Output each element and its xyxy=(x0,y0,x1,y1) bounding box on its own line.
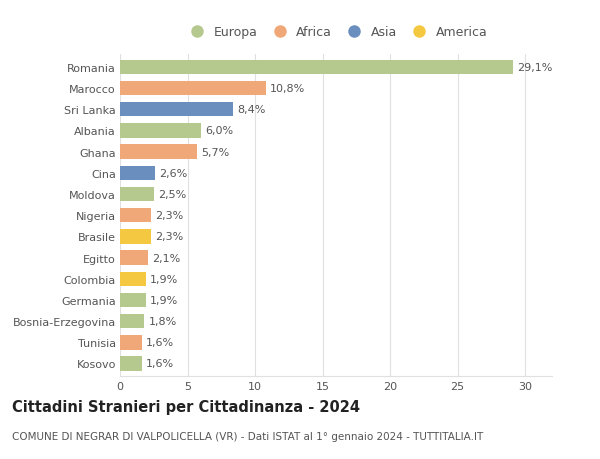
Text: 10,8%: 10,8% xyxy=(270,84,305,94)
Bar xyxy=(120,145,197,159)
Bar xyxy=(120,357,142,371)
Text: 6,0%: 6,0% xyxy=(205,126,233,136)
Bar xyxy=(120,124,201,138)
Text: 2,3%: 2,3% xyxy=(155,232,184,242)
Bar xyxy=(120,272,146,286)
Bar xyxy=(120,230,151,244)
Bar xyxy=(120,208,151,223)
Text: Cittadini Stranieri per Cittadinanza - 2024: Cittadini Stranieri per Cittadinanza - 2… xyxy=(12,399,360,414)
Text: 29,1%: 29,1% xyxy=(517,63,552,73)
Text: 8,4%: 8,4% xyxy=(238,105,266,115)
Bar xyxy=(120,61,513,75)
Text: 1,8%: 1,8% xyxy=(148,316,176,326)
Bar xyxy=(120,103,233,117)
Text: 5,7%: 5,7% xyxy=(201,147,229,157)
Text: 2,5%: 2,5% xyxy=(158,190,186,200)
Bar xyxy=(120,82,266,96)
Bar xyxy=(120,251,148,265)
Bar xyxy=(120,187,154,202)
Text: 1,9%: 1,9% xyxy=(150,274,178,284)
Text: 1,6%: 1,6% xyxy=(146,358,174,369)
Bar xyxy=(120,166,155,181)
Text: COMUNE DI NEGRAR DI VALPOLICELLA (VR) - Dati ISTAT al 1° gennaio 2024 - TUTTITAL: COMUNE DI NEGRAR DI VALPOLICELLA (VR) - … xyxy=(12,431,483,442)
Bar xyxy=(120,314,145,329)
Bar xyxy=(120,293,146,308)
Bar xyxy=(120,336,142,350)
Text: 2,1%: 2,1% xyxy=(152,253,181,263)
Text: 2,3%: 2,3% xyxy=(155,211,184,221)
Text: 1,6%: 1,6% xyxy=(146,337,174,347)
Text: 2,6%: 2,6% xyxy=(159,168,187,179)
Text: 1,9%: 1,9% xyxy=(150,295,178,305)
Legend: Europa, Africa, Asia, America: Europa, Africa, Asia, America xyxy=(185,26,487,39)
